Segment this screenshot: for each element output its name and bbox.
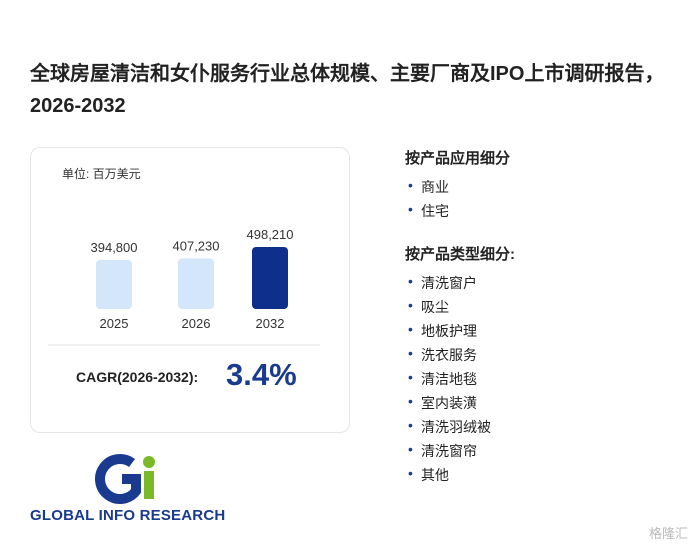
logo-mark [95,454,155,504]
bar [96,259,132,309]
segment-title: 按产品应用细分 [405,150,511,167]
watermark: 格隆汇 [648,526,688,541]
logo-text: GLOBAL INFO RESEARCH [30,507,226,524]
segment-item: 其他 [408,465,449,485]
cagr-label: CAGR(2026-2032): [76,369,199,385]
segment-item: 清洗羽绒被 [408,417,491,437]
category-label: 2026 [182,316,211,331]
value-label: 407,230 [173,238,220,253]
segment-item: 住宅 [408,201,449,221]
segment-item: 地板护理 [408,321,477,341]
segment-item: 吸尘 [408,297,449,317]
title: 全球房屋清洁和女仆服务行业总体规模、主要厂商及IPO上市调研报告，2026-20… [30,63,665,117]
segment-item: 洗衣服务 [408,345,477,365]
segment-title: 按产品类型细分: [405,246,515,263]
bar [252,247,288,309]
unit: 单位: 百万美元 [62,167,141,181]
segment-item: 商业 [408,177,449,197]
card [30,147,350,433]
segment-item: 清洁地毯 [408,369,477,389]
bar [178,258,214,309]
category-label: 2032 [256,316,285,331]
segment-item: 清洗窗户 [408,273,477,293]
value-label: 394,800 [91,240,138,255]
category-label: 2025 [100,316,129,331]
chart: 394,800 2025 407,230 2026 498,210 2032 [48,227,320,346]
segment-item: 清洗窗帘 [408,441,477,461]
value-label: 498,210 [247,227,294,242]
segment-item: 室内装潢 [408,393,477,413]
cagr-value: 3.4% [226,357,297,392]
